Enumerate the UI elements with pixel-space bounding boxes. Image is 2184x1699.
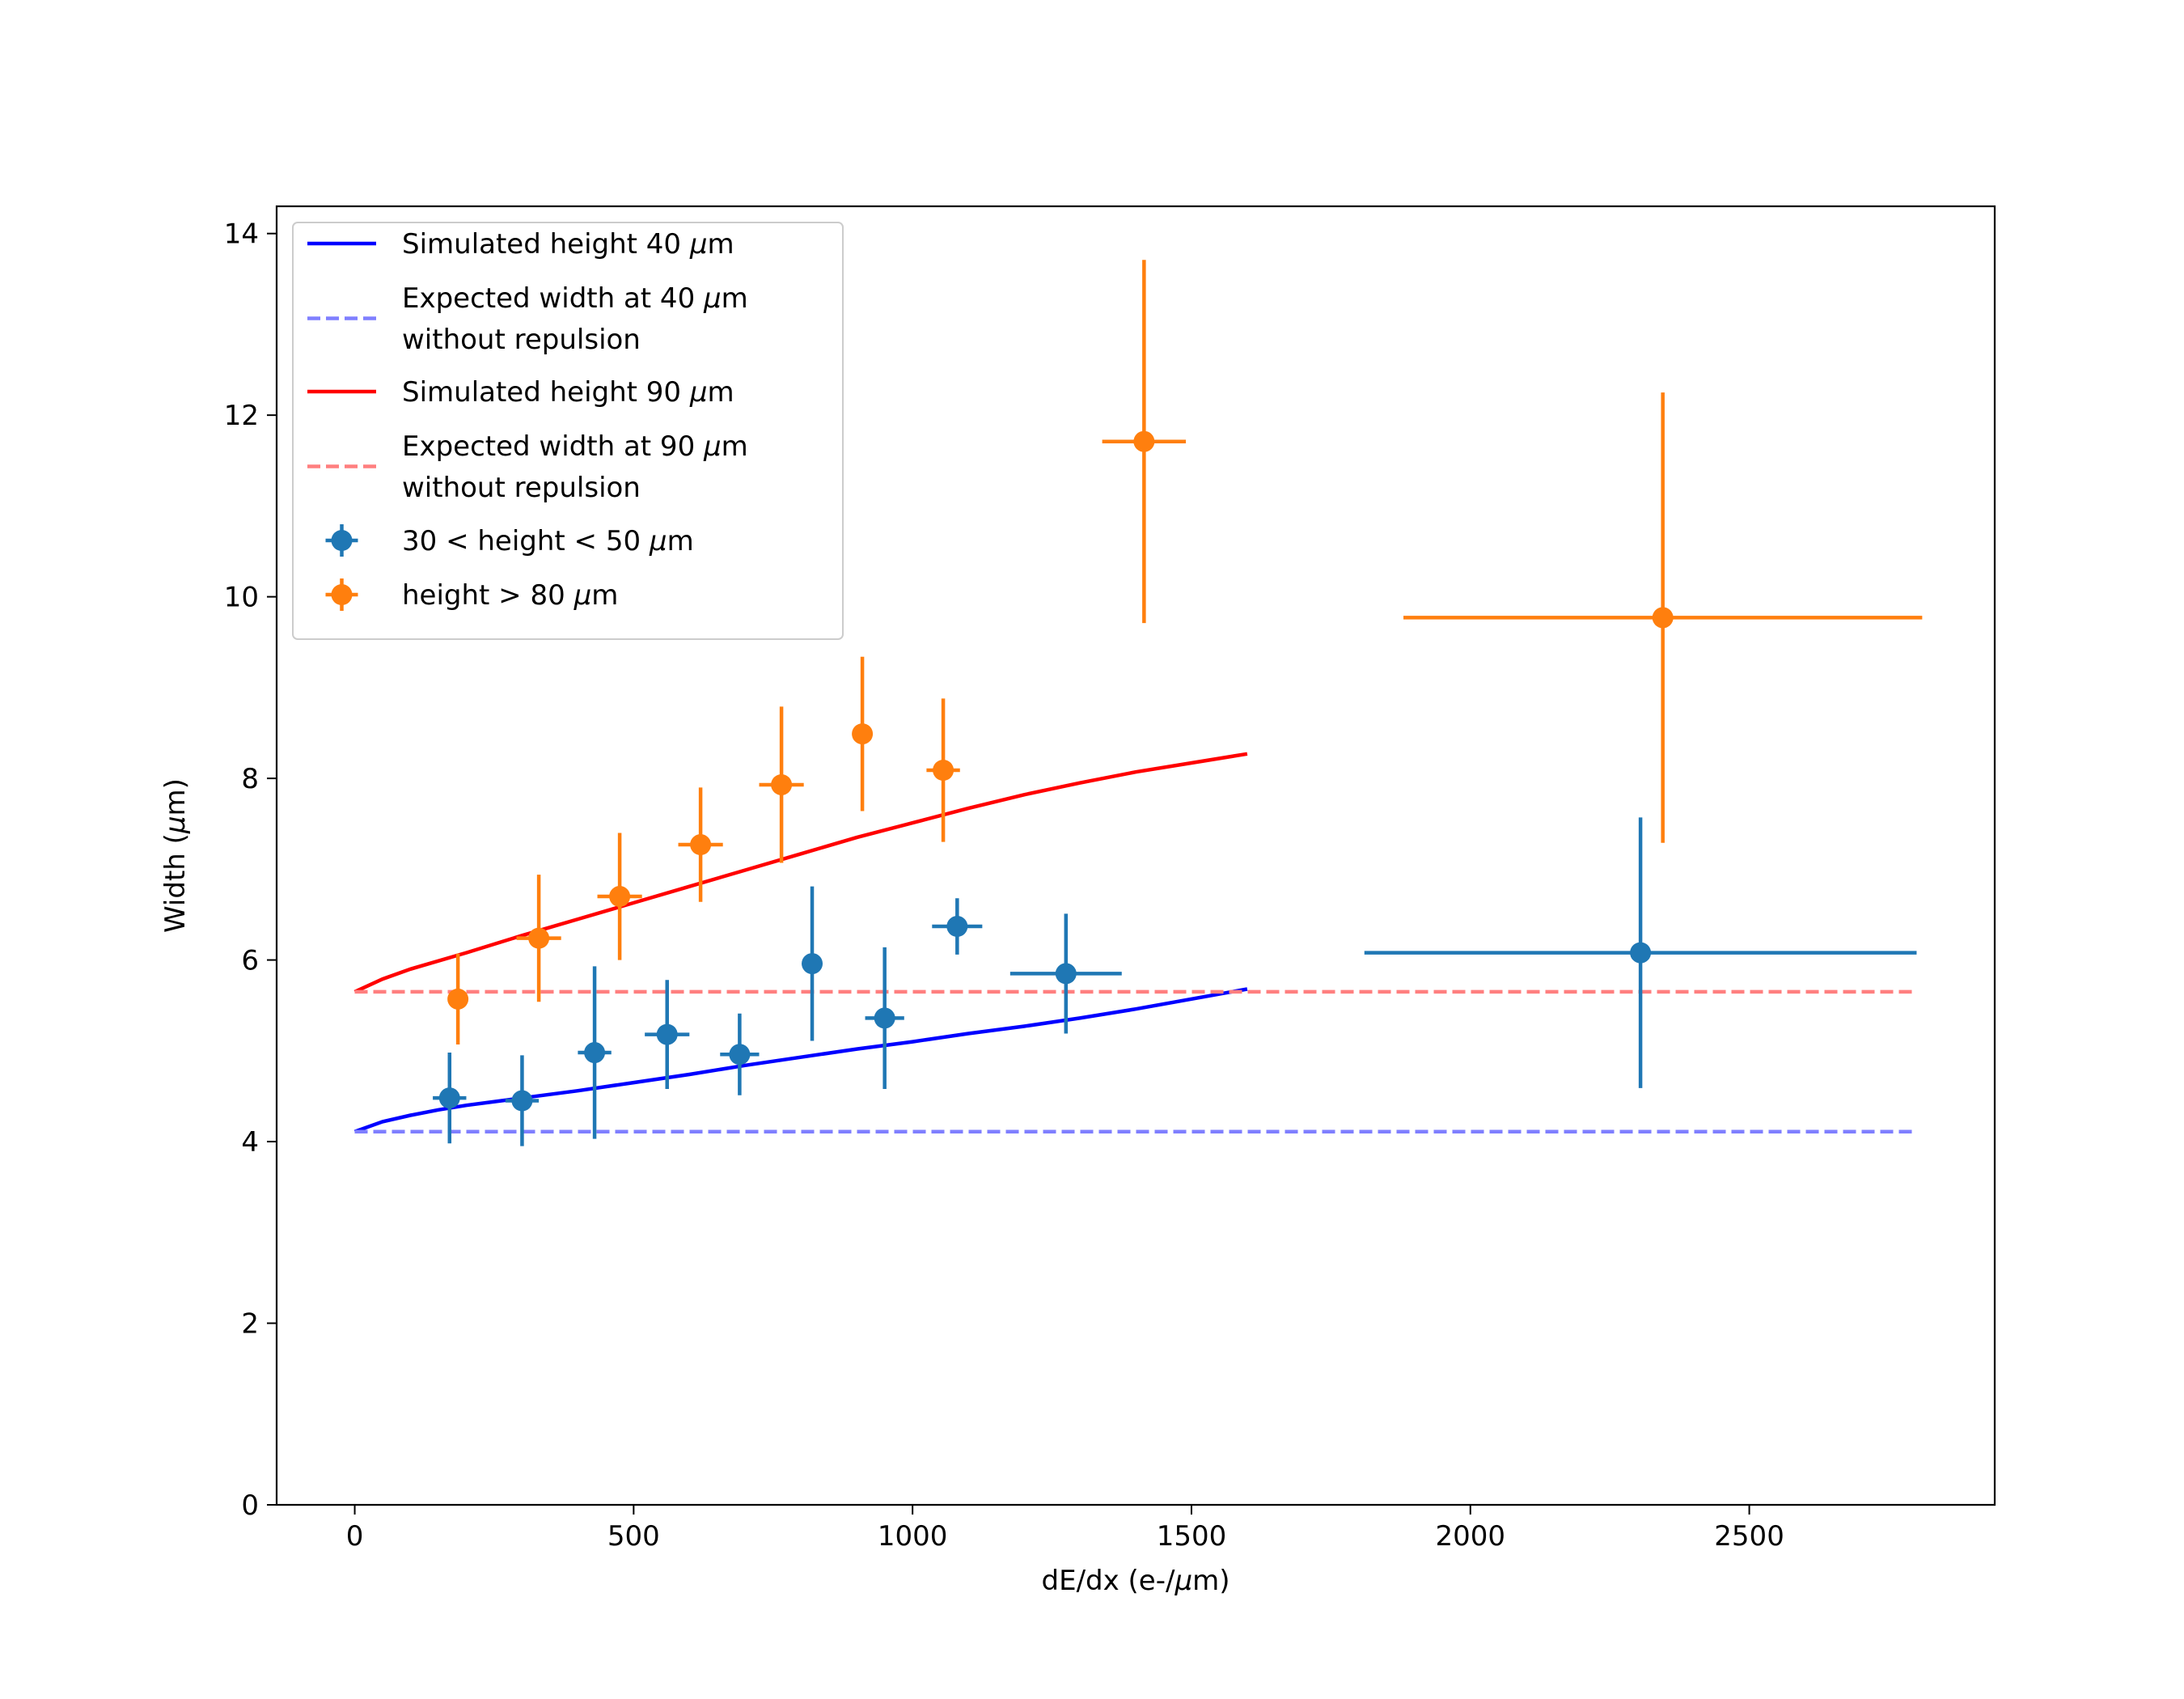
errorbar-point-0-3 (645, 980, 690, 1089)
errorbar-point-1-2 (597, 833, 642, 960)
legend-label-1: Expected width at 40 μm (402, 282, 748, 315)
data-marker (729, 1044, 751, 1066)
errorbar-point-0-0 (433, 1053, 467, 1144)
legend-label-3-line2: without repulsion (402, 472, 641, 504)
x-tick-label: 1000 (878, 1520, 948, 1553)
legend-label-3: Expected width at 90 μm (402, 430, 748, 463)
y-tick-label: 0 (241, 1489, 259, 1522)
data-marker (802, 953, 823, 975)
errorbar-point-0-6 (865, 947, 904, 1089)
legend-label-0: Simulated height 40 μm (402, 228, 734, 261)
y-tick-label: 10 (224, 582, 259, 614)
x-tick-label: 2500 (1714, 1520, 1784, 1553)
data-marker (656, 1023, 678, 1045)
data-marker (946, 916, 968, 938)
x-tick-label: 500 (607, 1520, 660, 1553)
axes-frame (275, 205, 1996, 1506)
errorbar-point-0-8 (1009, 913, 1122, 1034)
data-marker (447, 988, 469, 1010)
x-tick-label: 0 (346, 1520, 364, 1553)
errorbar-point-1-5 (852, 656, 874, 811)
series-line-0 (353, 987, 1248, 1133)
errorbar-point-0-1 (505, 1055, 540, 1146)
errorbar-point-1-7 (1102, 260, 1187, 624)
errorbar-point-1-8 (1403, 392, 1923, 843)
errorbar-point-0-5 (802, 886, 823, 1041)
y-tick-label: 4 (241, 1126, 259, 1159)
data-marker (874, 1007, 895, 1029)
data-marker (528, 927, 550, 949)
x-tick-label: 2000 (1436, 1520, 1506, 1553)
legend-errorbar-label-1: height > 80 μm (402, 579, 618, 612)
legend-label-2: Simulated height 90 μm (402, 376, 734, 409)
data-marker (1652, 607, 1674, 629)
legend-label-1-line2: without repulsion (402, 324, 641, 356)
errorbar-point-1-0 (447, 953, 469, 1044)
data-marker (438, 1087, 460, 1109)
data-marker (690, 834, 712, 856)
data-marker (771, 773, 793, 795)
errorbar-point-1-6 (926, 698, 960, 842)
errorbar-point-1-3 (678, 787, 723, 902)
x-axis-label: dE/dx (e-/μm) (1042, 1565, 1230, 1597)
data-marker (1630, 942, 1652, 964)
legend-errorbar-label-0: 30 < height < 50 μm (402, 525, 694, 557)
data-marker (511, 1090, 533, 1112)
y-tick-label: 12 (224, 400, 259, 432)
data-marker (1133, 430, 1155, 452)
y-tick-label: 14 (224, 218, 259, 251)
y-tick-label: 8 (241, 763, 259, 795)
legend-errorbar-handle-0 (325, 524, 358, 557)
data-marker (933, 759, 954, 781)
y-axis-label: Width (μm) (159, 778, 192, 933)
data-marker (1055, 963, 1077, 985)
axes: 0 500 1000 1500 2000 2500 0 2 4 6 8 10 12 14 dE/dx (e-… (159, 205, 1996, 1597)
plot-area (353, 260, 1923, 1146)
legend-box (292, 222, 844, 640)
y-tick-label: 2 (241, 1308, 259, 1341)
y-tick-label: 6 (241, 945, 259, 977)
errorbar-point-1-4 (759, 706, 804, 863)
legend-errorbar-handle-1 (325, 578, 358, 611)
data-marker (852, 723, 874, 745)
errorbar-point-0-7 (932, 898, 983, 955)
legend: Simulated height 40 μm Expected width at … (292, 222, 844, 640)
x-tick-label: 1500 (1157, 1520, 1227, 1553)
errorbar-point-1-1 (516, 875, 561, 1002)
data-marker (584, 1042, 606, 1064)
errorbar-point-0-9 (1364, 817, 1917, 1088)
errorbar-point-0-4 (720, 1013, 760, 1095)
errorbar-point-0-2 (578, 966, 612, 1139)
data-marker (609, 886, 631, 908)
